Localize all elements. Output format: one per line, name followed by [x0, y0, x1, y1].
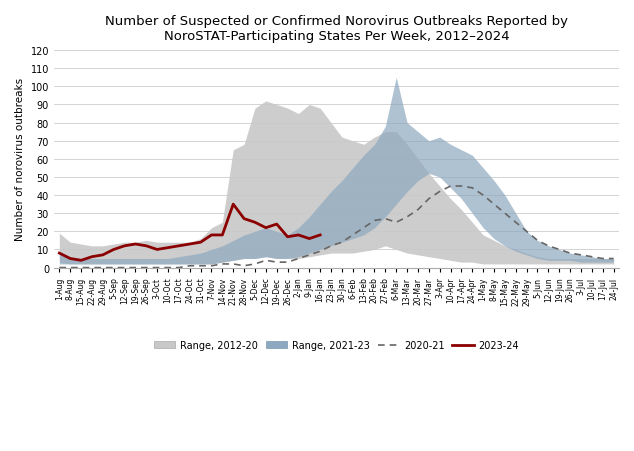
Title: Number of Suspected or Confirmed Norovirus Outbreaks Reported by
NoroSTAT-Partic: Number of Suspected or Confirmed Norovir…	[105, 15, 568, 43]
Legend: Range, 2012-20, Range, 2021-23, 2020-21, 2023-24: Range, 2012-20, Range, 2021-23, 2020-21,…	[150, 336, 523, 354]
Y-axis label: Number of norovirus outbreaks: Number of norovirus outbreaks	[15, 78, 25, 241]
